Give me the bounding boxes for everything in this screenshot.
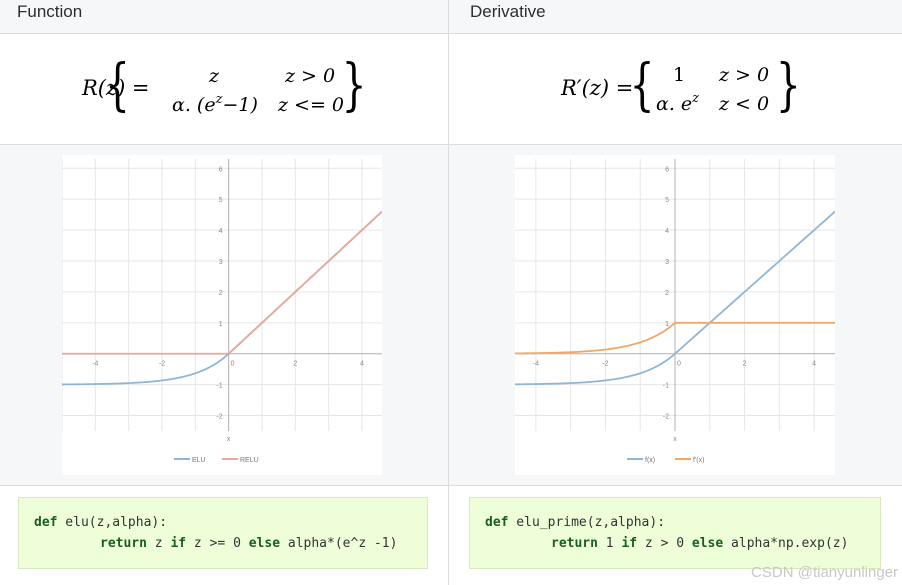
derivative-plot-box: -4 -2 0 2 4 -2 -1 1 2 3 4 5 6 x f(x) f'(x) xyxy=(514,155,836,475)
legend-label: RELU xyxy=(240,457,259,464)
elu-chart: -4 -2 0 2 4 -2 -1 1 2 3 4 5 6 x ELU RELU xyxy=(61,159,383,464)
formula-row2-expr: α. (ez−1) xyxy=(172,92,258,116)
y-tick-label: 4 xyxy=(665,228,669,235)
y-tick-label: 2 xyxy=(219,290,223,297)
function-formula: R(z) = { z z > 0 α. (ez−1) z <= 0 } xyxy=(0,34,448,145)
y-tick-label: 6 xyxy=(219,166,223,173)
function-plot-row: -4 -2 0 2 4 -2 -1 1 2 3 4 5 6 x ELU RELU xyxy=(0,145,448,486)
series-line-elu xyxy=(61,210,383,386)
y-tick-label: 6 xyxy=(665,166,669,173)
y-tick-label: 1 xyxy=(219,321,223,328)
derivative-column: Derivative R′(z) = { 1 z > 0 α. ez z < 0… xyxy=(449,0,902,585)
function-code-row: def elu(z,alpha): return z if z >= 0 els… xyxy=(0,486,448,585)
y-tick-label: 4 xyxy=(219,228,223,235)
function-formula-svg: R(z) = { z z > 0 α. (ez−1) z <= 0 } xyxy=(81,53,367,118)
derivative-code-row: def elu_prime(z,alpha): return 1 if z > … xyxy=(449,486,902,585)
y-tick-label: 2 xyxy=(665,290,669,297)
formula-row1-expr: z xyxy=(208,65,220,87)
formula-row1-cond: z > 0 xyxy=(718,64,769,86)
column-divider xyxy=(448,0,449,585)
left-brace: { xyxy=(105,53,130,118)
y-tick-label: 1 xyxy=(665,321,669,328)
x-tick-label: -2 xyxy=(159,361,165,368)
formula-row1-cond: z > 0 xyxy=(284,65,335,87)
series-line-f-x- xyxy=(514,210,836,386)
x-tick-label: 2 xyxy=(293,361,297,368)
y-tick-label: -1 xyxy=(216,383,222,390)
x-tick-label: -4 xyxy=(92,361,98,368)
elu-prime-code-block: def elu_prime(z,alpha): return 1 if z > … xyxy=(469,497,881,569)
function-header-label: Function xyxy=(17,2,83,21)
left-brace: { xyxy=(630,53,655,118)
right-brace: } xyxy=(342,53,367,118)
code-line-1: def elu(z,alpha): xyxy=(34,515,168,530)
x-axis-label: x xyxy=(227,436,231,443)
formula-lhs: R(z) = xyxy=(81,76,150,100)
y-tick-label: -1 xyxy=(663,383,669,390)
x-tick-label: 0 xyxy=(677,361,681,368)
legend-label: f'(x) xyxy=(693,457,704,464)
derivative-plot-row: -4 -2 0 2 4 -2 -1 1 2 3 4 5 6 x f(x) f'(x) xyxy=(449,145,902,486)
x-tick-label: 4 xyxy=(812,361,816,368)
y-tick-label: 3 xyxy=(219,259,223,266)
y-tick-label: 3 xyxy=(665,259,669,266)
code-line-2: return 1 if z > 0 else alpha*np.exp(z) xyxy=(551,536,849,551)
formula-row2-cond: z < 0 xyxy=(718,93,769,115)
x-axis-label: x xyxy=(673,436,677,443)
y-tick-label: 5 xyxy=(665,197,669,204)
code-line-1: def elu_prime(z,alpha): xyxy=(485,515,666,530)
legend-label: ELU xyxy=(192,457,206,464)
formula-row2-cond: z <= 0 xyxy=(277,94,344,116)
derivative-formula: R′(z) = { 1 z > 0 α. ez z < 0 } xyxy=(449,34,902,145)
x-tick-label: 4 xyxy=(360,361,364,368)
y-tick-label: 5 xyxy=(219,197,223,204)
elu-code-block: def elu(z,alpha): return z if z >= 0 els… xyxy=(18,497,428,569)
legend-label: f(x) xyxy=(645,457,655,464)
function-header: Function xyxy=(0,0,448,34)
x-tick-label: -2 xyxy=(602,361,608,368)
derivative-header: Derivative xyxy=(449,0,902,34)
elu-derivative-chart: -4 -2 0 2 4 -2 -1 1 2 3 4 5 6 x f(x) f'(x) xyxy=(514,159,836,464)
x-tick-label: 0 xyxy=(231,361,235,368)
derivative-header-label: Derivative xyxy=(470,2,546,21)
function-plot-box: -4 -2 0 2 4 -2 -1 1 2 3 4 5 6 x ELU RELU xyxy=(61,155,383,475)
right-brace: } xyxy=(776,53,801,118)
x-tick-label: 2 xyxy=(743,361,747,368)
function-column: Function R(z) = { z z > 0 α. (ez−1) z <=… xyxy=(0,0,448,585)
y-tick-label: -2 xyxy=(216,414,222,421)
derivative-formula-svg: R′(z) = { 1 z > 0 α. ez z < 0 } xyxy=(560,53,801,118)
formula-row1-expr: 1 xyxy=(673,64,685,86)
watermark: CSDN @tianyunlinger xyxy=(751,564,898,581)
x-tick-label: -4 xyxy=(533,361,539,368)
formula-row2-expr: α. ez xyxy=(656,91,699,115)
series-line-f-x- xyxy=(514,321,835,355)
series-line-relu xyxy=(62,210,383,355)
formula-lhs: R′(z) = xyxy=(560,76,633,100)
y-tick-label: -2 xyxy=(663,414,669,421)
code-line-2: return z if z >= 0 else alpha*(e^z -1) xyxy=(100,536,398,551)
